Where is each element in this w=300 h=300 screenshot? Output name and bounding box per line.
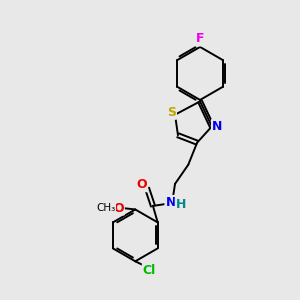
Text: S: S <box>167 106 176 119</box>
Text: O: O <box>113 202 124 214</box>
Text: H: H <box>176 198 186 211</box>
Text: CH₃: CH₃ <box>96 203 116 213</box>
Text: O: O <box>136 178 147 191</box>
Text: N: N <box>212 120 222 133</box>
Text: Cl: Cl <box>143 264 156 277</box>
Text: F: F <box>196 32 204 46</box>
Text: N: N <box>165 196 176 209</box>
